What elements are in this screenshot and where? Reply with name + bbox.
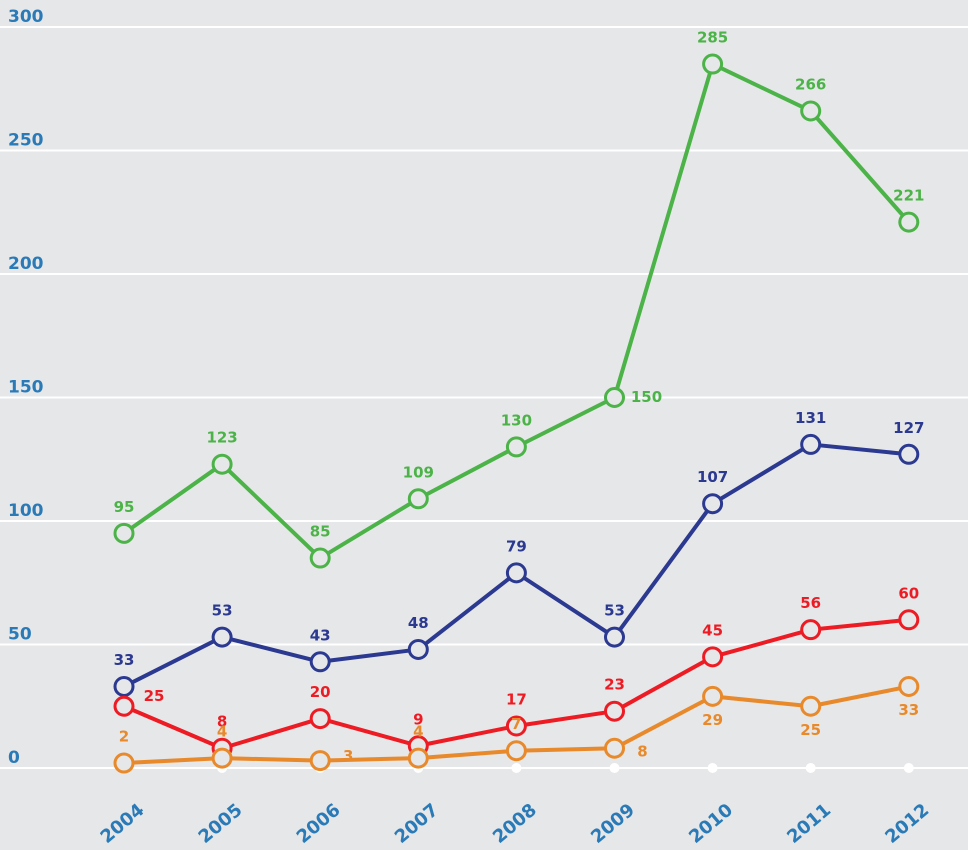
data-label: 221 xyxy=(893,187,924,205)
point xyxy=(505,562,527,584)
point xyxy=(309,651,331,673)
point xyxy=(407,488,429,510)
point xyxy=(407,638,429,660)
data-label: 9 xyxy=(413,710,423,728)
data-label: 109 xyxy=(403,463,434,481)
point xyxy=(113,752,135,774)
data-label: 107 xyxy=(697,468,728,486)
data-label: 60 xyxy=(898,584,919,602)
data-label: 8 xyxy=(217,713,227,731)
data-label: 43 xyxy=(310,626,331,644)
point xyxy=(898,211,920,233)
point xyxy=(604,737,625,759)
y-tick-label: 50 xyxy=(8,625,32,645)
y-tick-label: 100 xyxy=(8,501,44,521)
data-label: 130 xyxy=(501,411,532,429)
y-tick-label: 150 xyxy=(8,378,44,398)
point xyxy=(309,547,331,569)
data-label: 131 xyxy=(795,409,826,427)
point xyxy=(800,433,822,455)
data-label: 48 xyxy=(408,614,429,632)
data-label: 3 xyxy=(343,747,353,765)
data-label: 7 xyxy=(511,715,521,733)
point xyxy=(702,646,724,668)
data-label: 4 xyxy=(217,723,227,741)
data-label: 20 xyxy=(310,683,331,701)
point xyxy=(800,695,822,717)
data-label: 25 xyxy=(800,721,821,739)
y-tick-label: 300 xyxy=(8,7,44,27)
data-label: 79 xyxy=(506,537,527,555)
data-label: 150 xyxy=(631,388,662,406)
data-label: 85 xyxy=(310,523,331,541)
point xyxy=(309,708,331,730)
point xyxy=(604,700,625,722)
point xyxy=(113,695,135,717)
point xyxy=(113,522,135,544)
axis-dot xyxy=(609,763,620,773)
point xyxy=(898,675,920,697)
point xyxy=(800,100,822,122)
point xyxy=(211,747,233,769)
point xyxy=(604,387,625,408)
data-label: 53 xyxy=(212,602,233,620)
data-label: 29 xyxy=(702,711,723,729)
data-label: 4 xyxy=(413,723,423,741)
data-label: 45 xyxy=(702,621,723,639)
point xyxy=(211,626,233,648)
point xyxy=(407,747,429,769)
point xyxy=(309,750,331,772)
data-label: 123 xyxy=(206,429,237,447)
y-tick-label: 250 xyxy=(8,131,44,151)
y-tick-label: 0 xyxy=(8,748,20,768)
point xyxy=(800,619,822,641)
data-label: 95 xyxy=(114,498,135,516)
axis-dot xyxy=(511,763,522,773)
point xyxy=(898,609,920,631)
axis-dot xyxy=(805,763,816,773)
point xyxy=(898,443,920,465)
point xyxy=(505,740,527,762)
data-label: 53 xyxy=(604,602,625,620)
data-label: 25 xyxy=(144,687,165,705)
point xyxy=(113,675,135,697)
axis-dot xyxy=(903,763,914,773)
point xyxy=(702,685,724,707)
data-label: 33 xyxy=(898,701,919,719)
point xyxy=(604,626,625,648)
data-label: 285 xyxy=(697,29,728,47)
point xyxy=(211,453,233,475)
point xyxy=(702,493,724,515)
point xyxy=(702,53,724,75)
axis-dot xyxy=(707,763,718,773)
point xyxy=(505,715,527,737)
data-label: 2 xyxy=(119,728,129,746)
data-label: 33 xyxy=(114,651,135,669)
data-label: 266 xyxy=(795,75,826,93)
data-label: 56 xyxy=(800,594,821,612)
data-label: 23 xyxy=(604,676,625,694)
data-label: 127 xyxy=(893,419,924,437)
y-tick-label: 200 xyxy=(8,254,44,274)
data-label: 17 xyxy=(506,691,527,709)
data-label: 8 xyxy=(637,743,647,761)
point xyxy=(505,436,527,458)
